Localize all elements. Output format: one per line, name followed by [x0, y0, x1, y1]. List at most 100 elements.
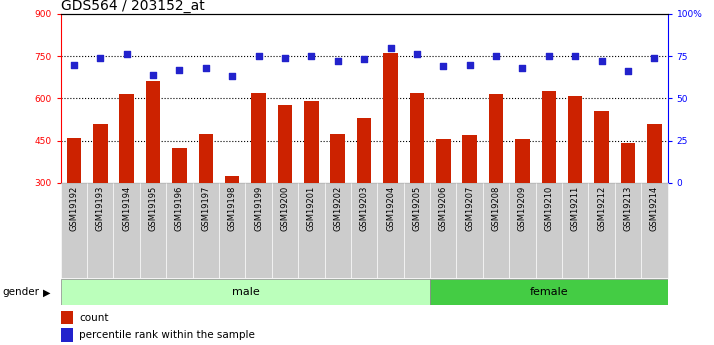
- Bar: [620, 144, 635, 267]
- Point: [570, 53, 581, 59]
- Point: [68, 62, 79, 67]
- Text: GSM19193: GSM19193: [96, 186, 105, 231]
- Text: GSM19204: GSM19204: [386, 186, 395, 231]
- Point: [174, 67, 185, 72]
- Bar: [463, 135, 477, 267]
- Bar: [146, 81, 161, 267]
- Bar: [61, 183, 87, 278]
- Point: [411, 52, 423, 57]
- Point: [332, 58, 343, 64]
- Text: ▶: ▶: [43, 287, 50, 297]
- Point: [253, 53, 264, 59]
- Text: male: male: [231, 287, 259, 297]
- Bar: [641, 183, 668, 278]
- Bar: [172, 148, 186, 267]
- Text: GSM19206: GSM19206: [439, 186, 448, 231]
- Bar: [325, 183, 351, 278]
- Text: GSM19196: GSM19196: [175, 186, 184, 231]
- Bar: [61, 279, 430, 305]
- Bar: [166, 183, 193, 278]
- Bar: [246, 183, 272, 278]
- Text: count: count: [79, 313, 109, 323]
- Bar: [93, 124, 108, 267]
- Bar: [594, 111, 609, 267]
- Bar: [357, 118, 371, 267]
- Text: gender: gender: [2, 287, 39, 297]
- Bar: [66, 138, 81, 267]
- Bar: [568, 96, 583, 267]
- Bar: [298, 183, 325, 278]
- Point: [517, 65, 528, 71]
- Bar: [114, 183, 140, 278]
- Point: [306, 53, 317, 59]
- Point: [438, 63, 449, 69]
- Text: GSM19201: GSM19201: [307, 186, 316, 231]
- Text: GSM19208: GSM19208: [491, 186, 501, 231]
- Text: GSM19210: GSM19210: [544, 186, 553, 231]
- Text: GDS564 / 203152_at: GDS564 / 203152_at: [61, 0, 204, 13]
- Text: GSM19198: GSM19198: [228, 186, 237, 231]
- Point: [226, 73, 238, 79]
- Text: GSM19203: GSM19203: [360, 186, 368, 231]
- Bar: [278, 105, 292, 267]
- Point: [358, 57, 370, 62]
- Bar: [430, 183, 456, 278]
- Point: [121, 52, 132, 57]
- Bar: [430, 279, 668, 305]
- Text: GSM19197: GSM19197: [201, 186, 211, 231]
- Point: [200, 65, 211, 71]
- Text: GSM19205: GSM19205: [413, 186, 421, 231]
- Point: [649, 55, 660, 60]
- Text: GSM19211: GSM19211: [570, 186, 580, 231]
- Text: GSM19214: GSM19214: [650, 186, 659, 231]
- Text: GSM19194: GSM19194: [122, 186, 131, 231]
- Point: [543, 53, 555, 59]
- Bar: [351, 183, 377, 278]
- Text: percentile rank within the sample: percentile rank within the sample: [79, 330, 255, 340]
- Bar: [542, 91, 556, 267]
- Bar: [251, 93, 266, 267]
- Bar: [410, 93, 424, 267]
- Bar: [219, 183, 246, 278]
- Bar: [562, 183, 588, 278]
- Text: GSM19212: GSM19212: [597, 186, 606, 231]
- Point: [94, 55, 106, 60]
- Bar: [403, 183, 430, 278]
- Bar: [61, 311, 73, 324]
- Bar: [536, 183, 562, 278]
- Bar: [119, 94, 134, 267]
- Bar: [615, 183, 641, 278]
- Text: GSM19199: GSM19199: [254, 186, 263, 231]
- Point: [464, 62, 476, 67]
- Text: GSM19213: GSM19213: [623, 186, 633, 231]
- Bar: [483, 183, 509, 278]
- Text: GSM19207: GSM19207: [466, 186, 474, 231]
- Text: GSM19209: GSM19209: [518, 186, 527, 231]
- Point: [491, 53, 502, 59]
- Bar: [225, 176, 239, 267]
- Point: [596, 58, 608, 64]
- Bar: [331, 134, 345, 267]
- Bar: [377, 183, 403, 278]
- Text: GSM19200: GSM19200: [281, 186, 289, 231]
- Bar: [456, 183, 483, 278]
- Point: [623, 69, 634, 74]
- Text: GSM19195: GSM19195: [149, 186, 158, 231]
- Bar: [509, 183, 536, 278]
- Bar: [272, 183, 298, 278]
- Bar: [304, 101, 318, 267]
- Text: GSM19192: GSM19192: [69, 186, 79, 231]
- Bar: [61, 328, 73, 342]
- Bar: [383, 53, 398, 267]
- Bar: [588, 183, 615, 278]
- Bar: [198, 134, 213, 267]
- Point: [385, 45, 396, 50]
- Point: [147, 72, 159, 77]
- Bar: [193, 183, 219, 278]
- Bar: [489, 94, 503, 267]
- Bar: [436, 139, 451, 267]
- Text: GSM19202: GSM19202: [333, 186, 342, 231]
- Bar: [647, 124, 662, 267]
- Bar: [516, 139, 530, 267]
- Bar: [140, 183, 166, 278]
